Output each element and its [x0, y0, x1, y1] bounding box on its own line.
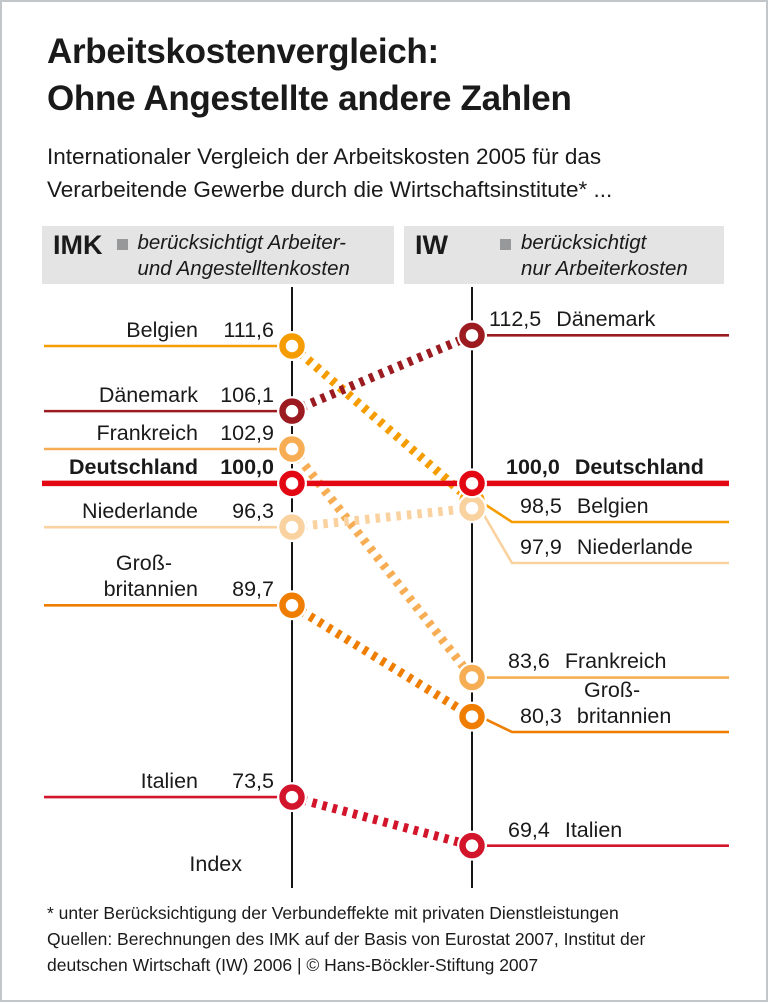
marker-iw-Frankreich: [459, 664, 485, 691]
marker-imk-Dänemark: [279, 398, 305, 424]
legend-bullet-icon: [500, 239, 511, 250]
legend-imk-desc-line2: und Angestelltenkosten: [137, 257, 350, 280]
label-iw-Italien: 69,4 Italien: [508, 818, 623, 842]
label-iw-Belgien: 98,5 Belgien: [520, 494, 649, 518]
legend-imk: IMK berücksichtigt Arbeiter-und Angestel…: [42, 226, 394, 284]
axis-index-label: Index: [189, 852, 242, 876]
slope-chart-canvas: [42, 287, 729, 888]
legend-iw-desc-line1: berücksichtigt: [521, 231, 647, 254]
marker-imk-Italien: [279, 784, 305, 810]
legend-imk-desc-line1: berücksichtigt Arbeiter-: [137, 231, 347, 254]
page-title: Arbeitskostenvergleich: Ohne Angestellte …: [47, 28, 572, 122]
label-iw-Dänemark: 112,5 Dänemark: [489, 307, 656, 331]
subtitle-line2: Verarbeitende Gewerbe durch die Wirtscha…: [47, 177, 613, 202]
label-iw-Frankreich: 83,6 Frankreich: [508, 649, 667, 673]
label-imk-Niederlande: Niederlande 96,3: [82, 499, 274, 523]
slope-line-Frankreich: [288, 446, 476, 681]
marker-iw-Deutschland: [459, 470, 485, 497]
label-iw-Großbritannien: Groß- 80,3 britannien: [520, 678, 672, 728]
slope-line-Niederlande: [291, 503, 473, 532]
marker-imk-Großbritannien: [279, 592, 305, 619]
marker-iw-Italien: [459, 832, 485, 859]
label-iw-Deutschland: 100,0 Deutschland: [506, 455, 704, 479]
leader-iw-Belgien: [479, 500, 729, 524]
sources: Quellen: Berechnungen des IMK auf der Ba…: [47, 926, 645, 978]
sources-line1: Quellen: Berechnungen des IMK auf der Ba…: [47, 929, 646, 949]
marker-imk-Niederlande: [279, 514, 305, 540]
legend-iw-desc-line2: nur Arbeiterkosten: [521, 257, 688, 280]
slope-line-Belgien: [289, 342, 475, 505]
slope-line-Dänemark: [290, 331, 474, 416]
legend-iw-abbr: IW: [415, 230, 448, 260]
marker-imk-Deutschland: [279, 470, 305, 497]
slope-chart: Index Belgien 111,6 98,5 Belgien Dänemark 106…: [2, 285, 766, 901]
marker-imk-Frankreich: [279, 436, 305, 462]
slope-line-Großbritannien: [289, 601, 475, 721]
label-iw-Niederlande: 97,9 Niederlande: [520, 535, 693, 559]
legend-imk-abbr: IMK: [53, 230, 103, 260]
label-imk-Großbritannien: Groß-britannien 89,7: [103, 551, 274, 601]
label-imk-Dänemark: Dänemark 106,1: [98, 383, 274, 407]
title-line2: Ohne Angestellte andere Zahlen: [47, 79, 572, 118]
legend-iw-desc: berücksichtigt nur Arbeiterkosten: [521, 230, 688, 282]
leader-iw-Niederlande: [478, 507, 729, 565]
subtitle: Internationaler Vergleich der Arbeitskos…: [47, 140, 612, 206]
label-imk-Italien: Italien 73,5: [140, 769, 274, 793]
label-imk-Frankreich: Frankreich 102,9: [96, 421, 274, 445]
marker-imk-Belgien: [279, 333, 305, 359]
label-imk-Deutschland: Deutschland 100,0: [68, 455, 274, 479]
title-line1: Arbeitskostenvergleich:: [47, 32, 439, 71]
slope-line-Italien: [290, 792, 474, 850]
label-imk-Belgien: Belgien 111,6: [126, 318, 274, 342]
legend-bullet-icon: [116, 239, 128, 250]
footer: * unter Berücksichtigung der Verbundeffe…: [47, 900, 645, 978]
sources-line2: deutschen Wirtschaft (IW) 2006 | © Hans-…: [47, 955, 539, 975]
subtitle-line1: Internationaler Vergleich der Arbeitskos…: [47, 144, 602, 169]
marker-iw-Niederlande: [459, 495, 485, 521]
legend-imk-desc: berücksichtigt Arbeiter-und Angestellten…: [138, 230, 350, 282]
footnote: * unter Berücksichtigung der Verbundeffe…: [47, 903, 619, 923]
marker-iw-Großbritannien: [459, 703, 485, 730]
marker-iw-Dänemark: [459, 322, 485, 349]
leader-iw-Großbritannien: [479, 715, 729, 734]
legend-iw: IW berücksichtigt nur Arbeiterkosten: [404, 226, 724, 284]
